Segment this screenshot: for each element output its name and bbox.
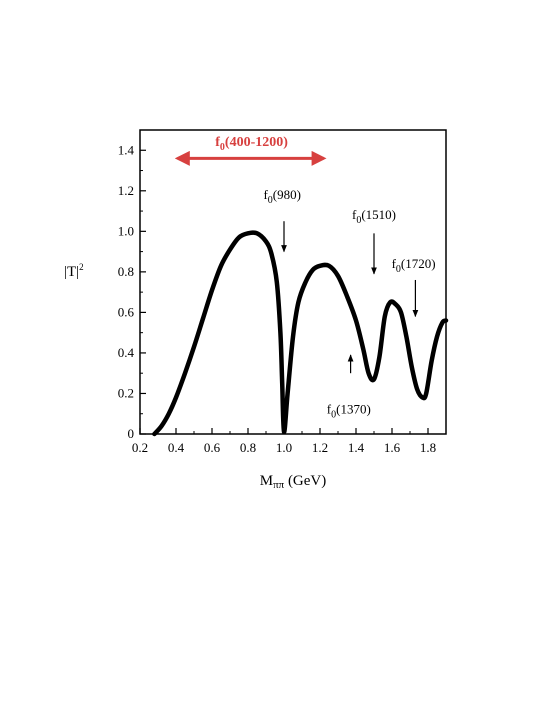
y-tick-label: 0.2 bbox=[118, 385, 134, 400]
x-tick-label: 0.8 bbox=[240, 440, 256, 455]
x-axis-label: Mππ (GeV) bbox=[260, 473, 327, 491]
y-tick-label: 0 bbox=[128, 426, 135, 441]
series-line bbox=[152, 230, 449, 437]
y-axis-label: |T|2 bbox=[64, 262, 84, 280]
x-tick-label: 1.0 bbox=[276, 440, 292, 455]
x-tick-label: 1.6 bbox=[384, 440, 401, 455]
y-tick-label: 1.2 bbox=[118, 183, 134, 198]
y-tick-label: 0.8 bbox=[118, 264, 134, 279]
y-tick-label: 0.4 bbox=[118, 345, 135, 360]
y-tick-label: 1.4 bbox=[118, 142, 135, 157]
annotations: f0(400-1200) f0(980) f0(1510) f0(1720) f0(13… bbox=[174, 135, 436, 421]
x-tick-label: 0.6 bbox=[204, 440, 221, 455]
y-tick-label: 0.6 bbox=[118, 304, 135, 319]
annotation-label: f0(1510) bbox=[352, 207, 396, 226]
y-axis: 0 0.2 0.4 0.6 0.8 1.0 1.2 1.4 bbox=[118, 129, 146, 441]
x-tick-label: 1.4 bbox=[348, 440, 365, 455]
x-axis: 0.2 0.4 0.6 0.8 1.0 1.2 1.4 1.6 1.8 bbox=[132, 428, 447, 455]
y-tick-label: 1.0 bbox=[118, 223, 134, 238]
x-tick-label: 0.4 bbox=[168, 440, 185, 455]
x-tick-label: 1.8 bbox=[420, 440, 436, 455]
annotation-label: f0(1370) bbox=[327, 402, 371, 421]
annotation-label: f0(400-1200) bbox=[215, 135, 288, 153]
annotation-label: f0(980) bbox=[263, 187, 301, 206]
x-tick-label: 0.2 bbox=[132, 440, 148, 455]
plot-frame bbox=[139, 129, 447, 435]
annotation-label: f0(1720) bbox=[392, 256, 436, 275]
x-tick-label: 1.2 bbox=[312, 440, 328, 455]
